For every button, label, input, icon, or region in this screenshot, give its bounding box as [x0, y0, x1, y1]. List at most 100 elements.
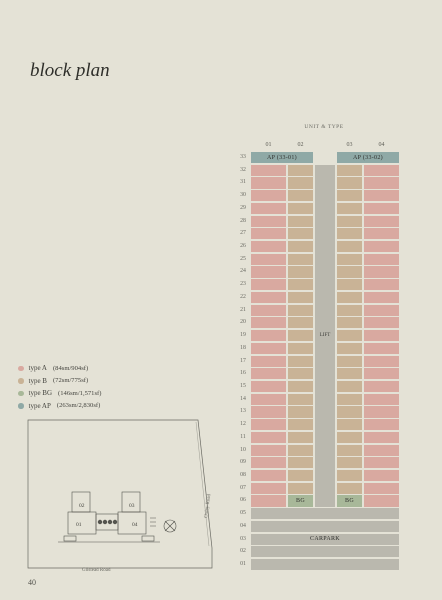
road-line: [195, 421, 210, 547]
site-unit-label: 04: [132, 522, 138, 528]
floor-label: 19: [240, 332, 246, 339]
unit-cell-type-a: [364, 355, 399, 367]
unit-cell-type-a: [364, 393, 399, 405]
unit-cell-type-a: [251, 444, 286, 456]
unit-cell-type-a: [251, 177, 286, 189]
unit-cell-type-b: [288, 419, 313, 431]
unit-cell-type-bg: [288, 495, 313, 507]
unit-cell-type-a: [251, 190, 286, 202]
floor-label: 06: [240, 497, 246, 504]
building-details: [58, 517, 160, 543]
unit-cell-type-a: [251, 215, 286, 227]
unit-cell-type-b: [337, 304, 362, 316]
site-unit-label: 03: [129, 503, 135, 509]
unit-cell-type-b: [337, 215, 362, 227]
unit-cell-type-a: [364, 419, 399, 431]
legend-swatch: [18, 390, 24, 396]
floor-label: 09: [240, 459, 246, 466]
legend-item: type B (72sm/775sf): [18, 375, 101, 388]
floor-label: 24: [240, 268, 246, 275]
unit-cell-type-a: [364, 406, 399, 418]
unit-cell-type-b: [337, 457, 362, 469]
unit-cell-type-b: [337, 177, 362, 189]
unit-cell-type-a: [251, 202, 286, 214]
carpark-floor: [251, 508, 399, 520]
floor-label: 14: [240, 395, 246, 402]
unit-cell-type-b: [337, 291, 362, 304]
unit-cell-type-a: [251, 368, 286, 380]
unit-cell-type-a: [251, 342, 286, 354]
unit-cell-type-b: [288, 164, 313, 176]
floor-label: 03: [240, 535, 246, 542]
road-label-south: Gilstead Road: [82, 568, 111, 573]
legend-type-name: type BG: [28, 389, 53, 398]
unit-cell-type-b: [288, 482, 313, 494]
unit-cell-type-a: [251, 457, 286, 469]
unit-cell-type-a: [364, 241, 399, 253]
unit-cell-type-a: [364, 279, 399, 291]
unit-cell-type-a: [364, 177, 399, 189]
unit-cell-type-a: [364, 202, 399, 214]
unit-cell-type-b: [288, 368, 313, 380]
lift-label: LIFT: [319, 333, 331, 339]
north-arrow-icon: [163, 519, 177, 533]
unit-cell-type-b: [337, 482, 362, 494]
unit-cell-type-b: [337, 202, 362, 214]
floor-label: 11: [240, 433, 246, 440]
legend-swatch: [18, 403, 24, 409]
carpark-floor: [251, 546, 399, 558]
unit-cell-type-a: [251, 228, 286, 240]
unit-cell-type-b: [288, 291, 313, 304]
unit-cell-type-a: [251, 431, 286, 443]
carpark-floor: [251, 533, 399, 545]
floor-label: 13: [240, 408, 246, 415]
unit-cell-type-a: [364, 190, 399, 202]
unit-cell-type-b: [288, 190, 313, 202]
road-label-east: Oxley Road: [204, 493, 212, 518]
floor-label: 17: [240, 357, 246, 364]
unit-cell-type-b: [288, 279, 313, 291]
unit-cell-type-b: [337, 253, 362, 265]
floor-label: 21: [240, 306, 246, 313]
site-boundary: [27, 419, 213, 569]
unit-cell-type-b: [337, 431, 362, 443]
floor-label: 16: [240, 370, 246, 377]
unit-cell-type-a: [364, 457, 399, 469]
unit-cell-type-a: [364, 317, 399, 329]
legend-swatch: [18, 378, 24, 384]
unit-cell-type-b: [337, 380, 362, 393]
chart-title: UNIT & TYPE: [304, 124, 344, 130]
column-label: 02: [297, 142, 304, 148]
unit-cell-type-b: [337, 342, 362, 354]
unit-cell-type-b: [337, 406, 362, 418]
unit-cell-type-a: [364, 431, 399, 443]
unit-cell-type-b: [288, 304, 313, 316]
legend-item: type AP (263sm/2,830sf): [18, 400, 101, 413]
unit-cell-type-a: [251, 470, 286, 482]
carpark-floor: [251, 520, 399, 532]
unit-cell-type-a: [251, 291, 286, 304]
floor-label: 31: [240, 179, 246, 186]
unit-cell-type-b: [337, 266, 362, 278]
unit-cell-type-a: [251, 266, 286, 278]
floor-label: 02: [240, 548, 246, 555]
unit-cell-type-b: [337, 317, 362, 329]
unit-cell-type-a: [251, 380, 286, 393]
unit-cell-type-b: [337, 470, 362, 482]
legend-type-name: type A: [28, 364, 47, 373]
unit-cell-type-b: [337, 241, 362, 253]
site-unit-label: 01: [76, 522, 82, 528]
unit-cell-type-a: [251, 482, 286, 494]
floor-label: 01: [240, 561, 246, 568]
floor-label: 32: [240, 166, 246, 173]
site-plan: 02 03 01 04 Oxley Road Gilstead Road: [20, 410, 220, 580]
penthouse-unit: [337, 152, 399, 164]
floor-label: 29: [240, 204, 246, 211]
unit-cell-type-a: [364, 380, 399, 393]
penthouse-label: AP (33-01): [267, 154, 297, 161]
floor-label: 07: [240, 484, 246, 491]
floor-label: 22: [240, 293, 246, 300]
floor-label: 18: [240, 344, 246, 351]
column-label: 04: [378, 142, 385, 148]
